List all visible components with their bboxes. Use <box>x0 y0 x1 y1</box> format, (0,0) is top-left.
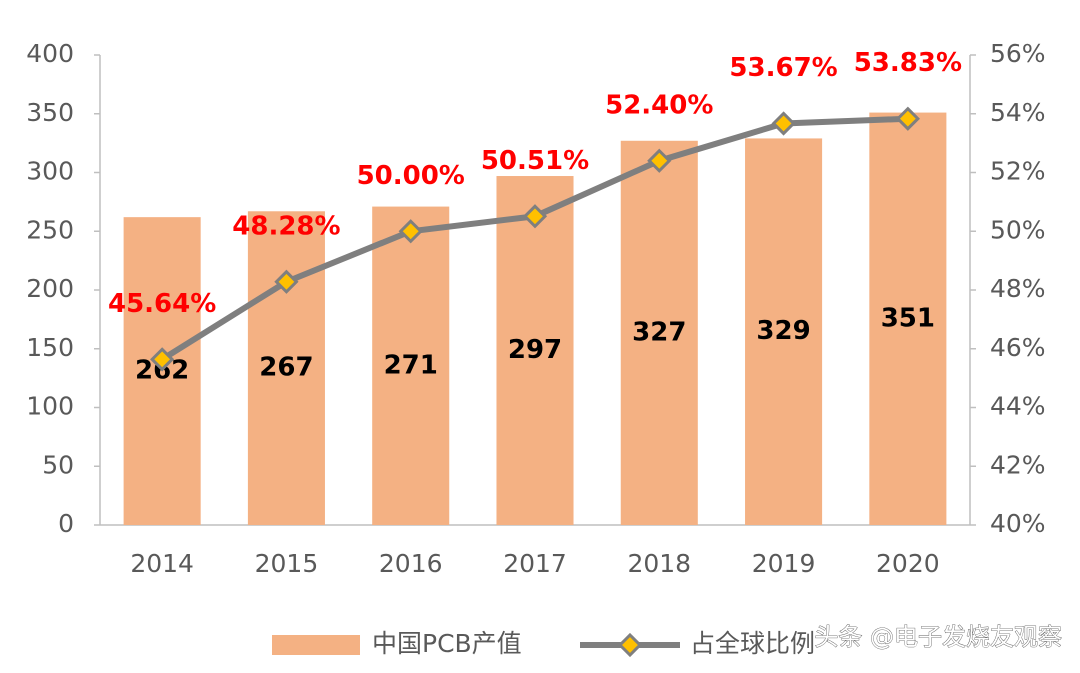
bar <box>372 206 450 525</box>
y-tick-label: 250 <box>26 215 74 244</box>
y2-tick-label: 48% <box>990 274 1046 303</box>
legend-swatch <box>272 635 360 655</box>
y2-tick-label: 40% <box>990 509 1046 538</box>
x-tick-label: 2020 <box>876 549 940 578</box>
line-value-label: 50.00% <box>357 161 465 191</box>
bar-value-label: 329 <box>756 316 810 346</box>
y-tick-label: 350 <box>26 98 74 127</box>
line-value-label: 53.67% <box>729 53 837 83</box>
y2-tick-label: 50% <box>990 215 1046 244</box>
line-marker <box>647 148 672 173</box>
x-tick-label: 2017 <box>503 549 567 578</box>
line-marker <box>895 106 920 131</box>
line-marker <box>522 204 548 229</box>
bar <box>745 138 823 526</box>
x-tick-label: 2018 <box>627 549 691 578</box>
legend-label: 占全球比例 <box>690 629 815 658</box>
bar <box>247 211 325 525</box>
line-value-label: 52.40% <box>605 90 713 120</box>
y2-tick-label: 42% <box>990 450 1046 479</box>
y2-tick-label: 46% <box>990 333 1046 362</box>
bar-value-label: 351 <box>881 303 935 333</box>
bar-value-label: 271 <box>384 350 438 380</box>
line-marker <box>771 111 796 136</box>
y-tick-label: 150 <box>26 333 74 362</box>
line-marker <box>398 219 423 244</box>
x-tick-label: 2014 <box>130 549 194 578</box>
bar-value-label: 327 <box>632 317 686 347</box>
y-tick-label: 100 <box>26 392 74 421</box>
line-value-label: 53.83% <box>854 48 962 78</box>
y-tick-label: 0 <box>58 509 74 538</box>
y2-tick-label: 44% <box>990 392 1046 421</box>
line-marker <box>274 269 299 294</box>
y-tick-label: 300 <box>26 157 74 186</box>
y-tick-label: 200 <box>26 274 74 303</box>
legend-marker <box>617 632 643 658</box>
bar-value-label: 267 <box>259 353 313 383</box>
bar <box>620 140 698 525</box>
bar <box>869 112 947 525</box>
line-value-label: 48.28% <box>232 211 340 241</box>
line-value-label: 50.51% <box>481 146 589 176</box>
x-tick-label: 2019 <box>752 549 816 578</box>
bar-value-label: 297 <box>508 335 562 365</box>
y2-tick-label: 56% <box>990 39 1046 68</box>
bar <box>496 176 574 525</box>
y-tick-label: 50 <box>42 450 74 479</box>
y-tick-label: 400 <box>26 39 74 68</box>
line-marker <box>150 347 175 372</box>
x-tick-label: 2015 <box>255 549 319 578</box>
legend-label: 中国PCB产值 <box>372 629 522 658</box>
watermark: 头条 @电子发烧友观察 <box>814 623 1062 651</box>
x-tick-label: 2016 <box>379 549 443 578</box>
y2-tick-label: 52% <box>990 157 1046 186</box>
line-value-label: 45.64% <box>108 289 216 319</box>
y2-tick-label: 54% <box>990 98 1046 127</box>
